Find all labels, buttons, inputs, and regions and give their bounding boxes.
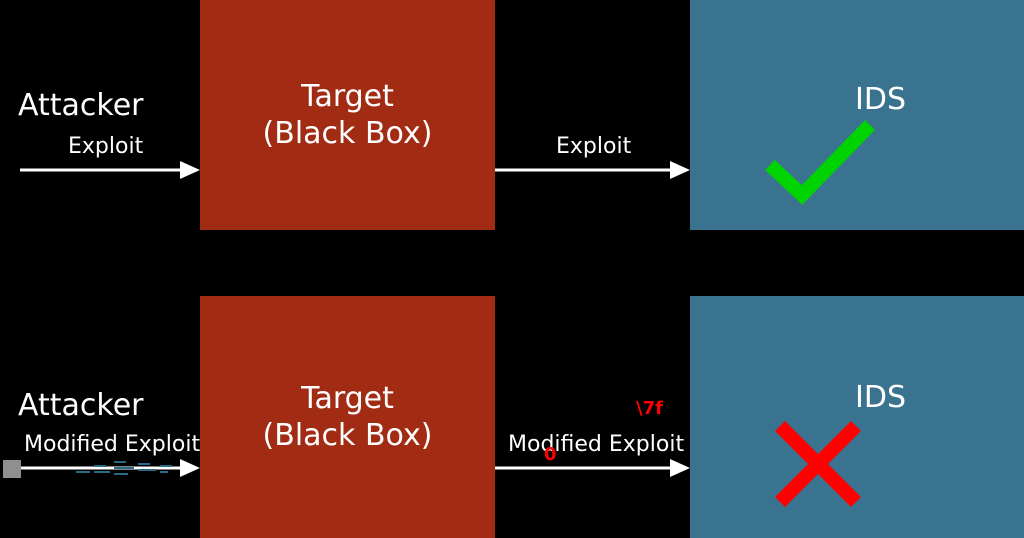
arrow-bottom-right-label: Modified Exploit [508, 432, 684, 457]
target-box-top: Target (Black Box) [200, 0, 495, 230]
diagram-stage: Target (Black Box) IDS Attacker Exploit … [0, 0, 1024, 538]
attacker-label-top: Attacker [18, 88, 144, 123]
ids-box-bottom: IDS [690, 296, 1024, 538]
target-box-top-label: Target (Black Box) [263, 78, 433, 153]
arrow-top-right [495, 158, 690, 182]
red-fragment-7f: \7f [636, 398, 663, 419]
attacker-label-bottom: Attacker [18, 388, 144, 423]
target-box-bottom-label: Target (Black Box) [263, 380, 433, 455]
cross-icon [768, 414, 868, 514]
target-box-bottom: Target (Black Box) [200, 296, 495, 538]
ids-label-bottom: IDS [855, 380, 906, 415]
red-fragment-0: 0 [544, 444, 557, 465]
arrow-bottom-right [495, 456, 690, 480]
arrow-top-left [20, 158, 200, 182]
checkmark-icon [760, 110, 880, 210]
attacker-glyph-icon [76, 454, 186, 478]
arrow-top-right-label: Exploit [556, 134, 631, 159]
arrow-top-left-label: Exploit [68, 134, 143, 159]
ids-box-top: IDS [690, 0, 1024, 230]
gray-square-marker [3, 460, 21, 478]
